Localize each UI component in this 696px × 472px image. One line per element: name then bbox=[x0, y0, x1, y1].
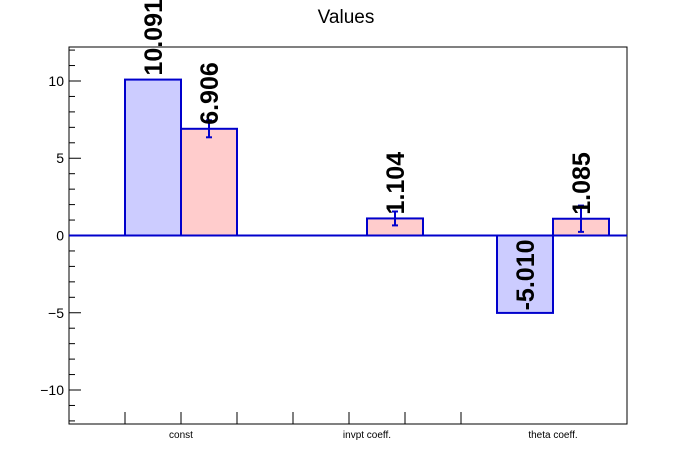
y-tick-label: −5 bbox=[48, 305, 64, 321]
y-tick-label: −10 bbox=[40, 382, 64, 398]
y-tick-label: 0 bbox=[56, 228, 64, 244]
x-category-label: theta coeff. bbox=[528, 430, 577, 441]
bar bbox=[180, 127, 238, 237]
bar bbox=[496, 234, 554, 314]
x-category-label: invpt coeff. bbox=[343, 430, 391, 441]
bar bbox=[124, 78, 182, 237]
y-tick-label: 5 bbox=[56, 150, 64, 166]
plot-area: −10 −5 0 5 10 const invpt coeff. theta coeff. 10… bbox=[40, 0, 628, 441]
y-tick-label: 10 bbox=[48, 73, 64, 89]
bar-value-label: 6.906 bbox=[196, 62, 224, 125]
bar-value-label: 10.091 bbox=[140, 0, 168, 76]
bar-value-label: -5.010 bbox=[512, 240, 540, 311]
bar-value-label: 1.104 bbox=[382, 152, 410, 215]
bar-value-label: 1.085 bbox=[568, 152, 596, 215]
chart-title: Values bbox=[318, 7, 375, 28]
x-category-label: const bbox=[169, 430, 193, 441]
